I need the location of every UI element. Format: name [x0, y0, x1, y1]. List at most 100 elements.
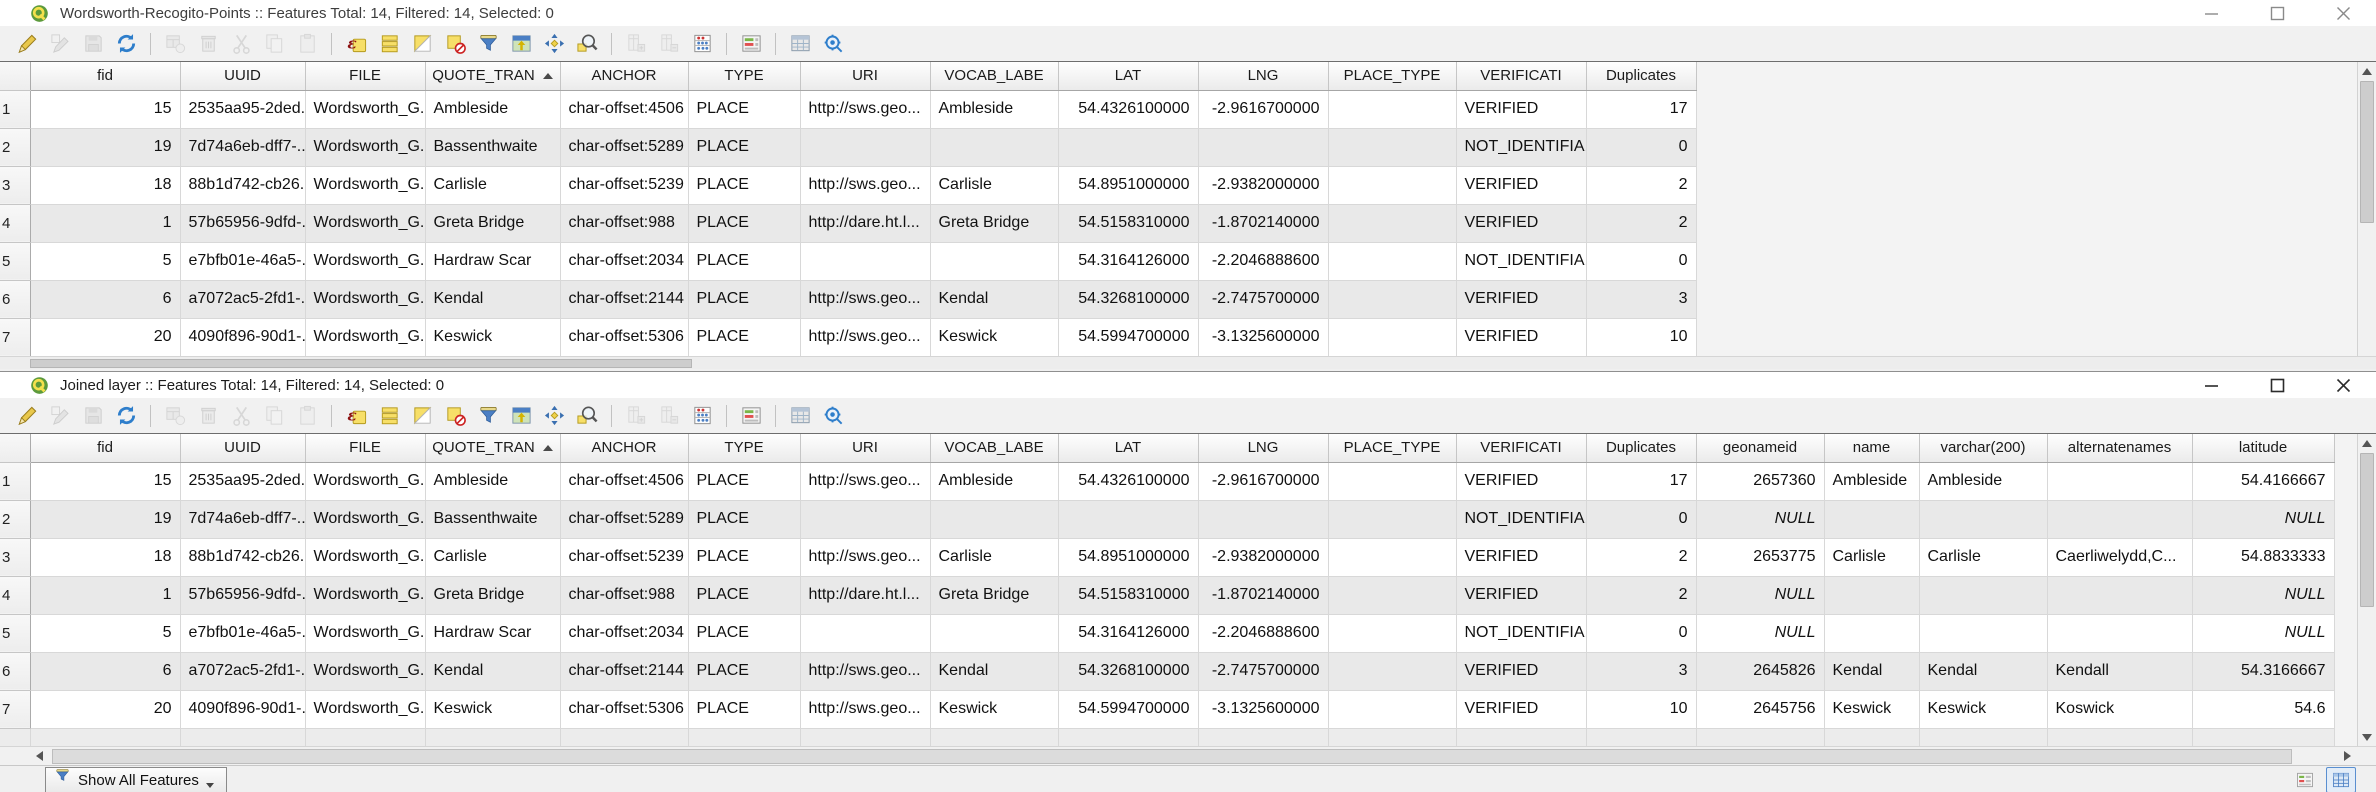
titlebar[interactable]: Wordsworth-Recogito-Points :: Features T…	[0, 0, 2376, 26]
column-header-name[interactable]: name	[1824, 434, 1920, 463]
column-header-fid[interactable]: fid	[30, 434, 181, 463]
column-header-anchor[interactable]: ANCHOR	[560, 62, 689, 91]
column-header-lat[interactable]: LAT	[1058, 62, 1199, 91]
cell[interactable]: NOT_IDENTIFIA...	[1456, 614, 1587, 653]
scroll-up-arrow[interactable]	[2358, 434, 2376, 452]
cell[interactable]	[1919, 576, 2048, 615]
zoom-to-selection-icon[interactable]	[574, 403, 600, 429]
close-button[interactable]	[2310, 372, 2376, 398]
cell[interactable]: NULL	[2192, 576, 2335, 615]
cell[interactable]: -3.1325600000	[1198, 690, 1329, 729]
invert-selection-icon[interactable]	[409, 403, 435, 429]
cell[interactable]: -2.2046888600	[1198, 242, 1329, 281]
filter-select-icon[interactable]	[475, 403, 501, 429]
cell[interactable]: 19	[30, 500, 181, 539]
cell[interactable]: Kendal	[425, 652, 561, 691]
row-number[interactable]: 2	[0, 128, 31, 167]
cell[interactable]: 18	[30, 166, 181, 205]
copy-features-icon[interactable]	[261, 403, 287, 429]
cell[interactable]: 4090f896-90d1-...	[180, 318, 306, 356]
multiedit-icon[interactable]	[47, 31, 73, 57]
cell[interactable]: -1.8702140000	[1198, 576, 1329, 615]
vertical-scrollbar[interactable]	[2357, 434, 2376, 746]
cell[interactable]	[1328, 280, 1457, 319]
cell[interactable]: char-offset:5306	[560, 318, 689, 356]
cell[interactable]	[930, 128, 1059, 167]
cell[interactable]: Carlisle	[425, 166, 561, 205]
column-header-vocab-labe[interactable]: VOCAB_LABE	[930, 434, 1059, 463]
reload-icon[interactable]	[113, 403, 139, 429]
row-number[interactable]: 4	[0, 576, 31, 615]
cell[interactable]: -2.9382000000	[1198, 538, 1329, 577]
cell[interactable]: http://sws.geo...	[800, 280, 931, 319]
cell[interactable]: Ambleside	[930, 462, 1059, 501]
save-edits-icon[interactable]	[80, 31, 106, 57]
zoom-to-selection-icon[interactable]	[574, 31, 600, 57]
row-number[interactable]: 3	[0, 166, 31, 205]
cell[interactable]: Wordsworth_G...	[305, 614, 426, 653]
cell[interactable]: char-offset:2144	[560, 652, 689, 691]
cell[interactable]: char-offset:5289	[560, 128, 689, 167]
cell[interactable]: Hardraw Scar	[425, 614, 561, 653]
cell[interactable]: Kendall	[2047, 652, 2193, 691]
cell[interactable]: -2.2046888600	[1198, 614, 1329, 653]
cell[interactable]: PLACE	[688, 128, 801, 167]
add-feature-icon[interactable]	[162, 31, 188, 57]
move-selection-to-top-icon[interactable]	[508, 31, 534, 57]
cell[interactable]: PLACE	[688, 166, 801, 205]
cell[interactable]: -2.9616700000	[1198, 462, 1329, 501]
cell[interactable]: char-offset:5306	[560, 690, 689, 729]
column-header-lat[interactable]: LAT	[1058, 434, 1199, 463]
cell[interactable]: Ambleside	[425, 90, 561, 129]
cell[interactable]: Ambleside	[930, 90, 1059, 129]
cell[interactable]: 2	[1586, 576, 1697, 615]
cell[interactable]: 15	[30, 462, 181, 501]
delete-selected-icon[interactable]	[195, 31, 221, 57]
cell[interactable]: 57b65956-9dfd-...	[180, 204, 306, 243]
cell[interactable]: Greta Bridge	[930, 576, 1059, 615]
cell[interactable]: -1.8702140000	[1198, 204, 1329, 243]
scroll-left-arrow[interactable]	[30, 747, 48, 765]
row-number[interactable]: 3	[0, 538, 31, 577]
cell[interactable]: http://sws.geo...	[800, 652, 931, 691]
column-header-file[interactable]: FILE	[305, 62, 426, 91]
cell[interactable]: Kendal	[1824, 652, 1920, 691]
conditional-formatting-icon[interactable]	[738, 31, 764, 57]
cell[interactable]: char-offset:4506	[560, 462, 689, 501]
cell[interactable]	[800, 500, 931, 539]
cell[interactable]	[1198, 128, 1329, 167]
cell[interactable]: Keswick	[1824, 690, 1920, 729]
cell[interactable]: 10	[1586, 690, 1697, 729]
cell[interactable]	[2047, 500, 2193, 539]
column-header-type[interactable]: TYPE	[688, 62, 801, 91]
cell[interactable]: Wordsworth_G...	[305, 242, 426, 281]
column-header-uuid[interactable]: UUID	[180, 434, 306, 463]
cut-features-icon[interactable]	[228, 31, 254, 57]
cell[interactable]	[800, 242, 931, 281]
cell[interactable]: 54.8951000000	[1058, 538, 1199, 577]
scrollbar-thumb[interactable]	[2360, 81, 2374, 223]
scrollbar-thumb[interactable]	[2360, 453, 2374, 607]
cell[interactable]: Carlisle	[425, 538, 561, 577]
cell[interactable]: PLACE	[688, 652, 801, 691]
invert-selection-icon[interactable]	[409, 31, 435, 57]
cell[interactable]: Wordsworth_G...	[305, 280, 426, 319]
select-by-expression-icon[interactable]: ε	[343, 403, 369, 429]
cell[interactable]: 6	[30, 652, 181, 691]
cell[interactable]: http://sws.geo...	[800, 462, 931, 501]
cell[interactable]	[2047, 576, 2193, 615]
column-header-alternatenames[interactable]: alternatenames	[2047, 434, 2193, 463]
cell[interactable]	[1919, 614, 2048, 653]
cell[interactable]: 54.5158310000	[1058, 204, 1199, 243]
cell[interactable]: VERIFIED	[1456, 690, 1587, 729]
scrollbar-thumb[interactable]	[52, 749, 2292, 764]
cell[interactable]: char-offset:5239	[560, 166, 689, 205]
cell[interactable]: 88b1d742-cb26...	[180, 538, 306, 577]
cell[interactable]: NULL	[1696, 576, 1825, 615]
cell[interactable]: VERIFIED	[1456, 318, 1587, 356]
cell[interactable]: http://dare.ht.l...	[800, 204, 931, 243]
cell[interactable]	[800, 614, 931, 653]
cell[interactable]: Caerliwelydd,C...	[2047, 538, 2193, 577]
scrollbar-thumb[interactable]	[30, 359, 692, 368]
cell[interactable]: char-offset:2034	[560, 614, 689, 653]
